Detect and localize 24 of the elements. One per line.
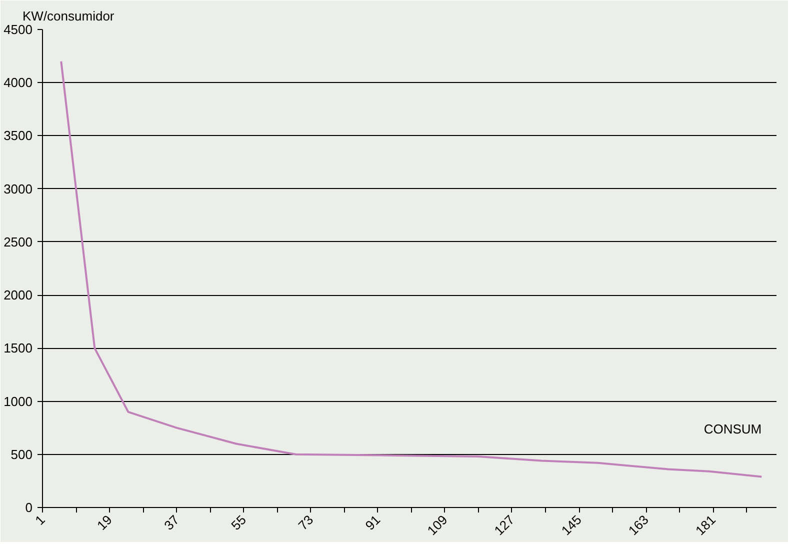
y-tick-label: 1500 bbox=[4, 340, 32, 356]
x-tick-label: 127 bbox=[491, 512, 518, 538]
y-tick-label: 4500 bbox=[4, 22, 32, 37]
x-tick-label: 109 bbox=[424, 512, 450, 538]
text: CONSUM bbox=[704, 422, 762, 437]
x-tick-label: 37 bbox=[161, 512, 182, 534]
y-axis-title: KW/consumidor bbox=[22, 8, 115, 24]
x-tick-label: 55 bbox=[228, 512, 250, 534]
y-tick-label: 4000 bbox=[4, 75, 32, 90]
x-tick-label: 19 bbox=[94, 512, 115, 534]
line-series bbox=[60, 60, 763, 478]
x-tick-label: 181 bbox=[692, 512, 718, 538]
y-tick-label: 2500 bbox=[4, 234, 32, 250]
x-tick-label: 145 bbox=[558, 512, 584, 538]
y-tick-label: 2000 bbox=[4, 288, 32, 303]
y-tick-label: 3500 bbox=[4, 128, 32, 144]
x-tick-label: 163 bbox=[625, 512, 652, 538]
y-tick-label: 500 bbox=[10, 446, 33, 462]
y-tick-label: 0 bbox=[25, 500, 33, 515]
x-tick-label: 91 bbox=[362, 512, 384, 534]
y-tick-label: 3000 bbox=[4, 181, 32, 196]
x-tick-label: 73 bbox=[295, 512, 316, 534]
x-tick-label: 1 bbox=[32, 512, 48, 528]
y-tick-label: 1000 bbox=[4, 394, 32, 409]
